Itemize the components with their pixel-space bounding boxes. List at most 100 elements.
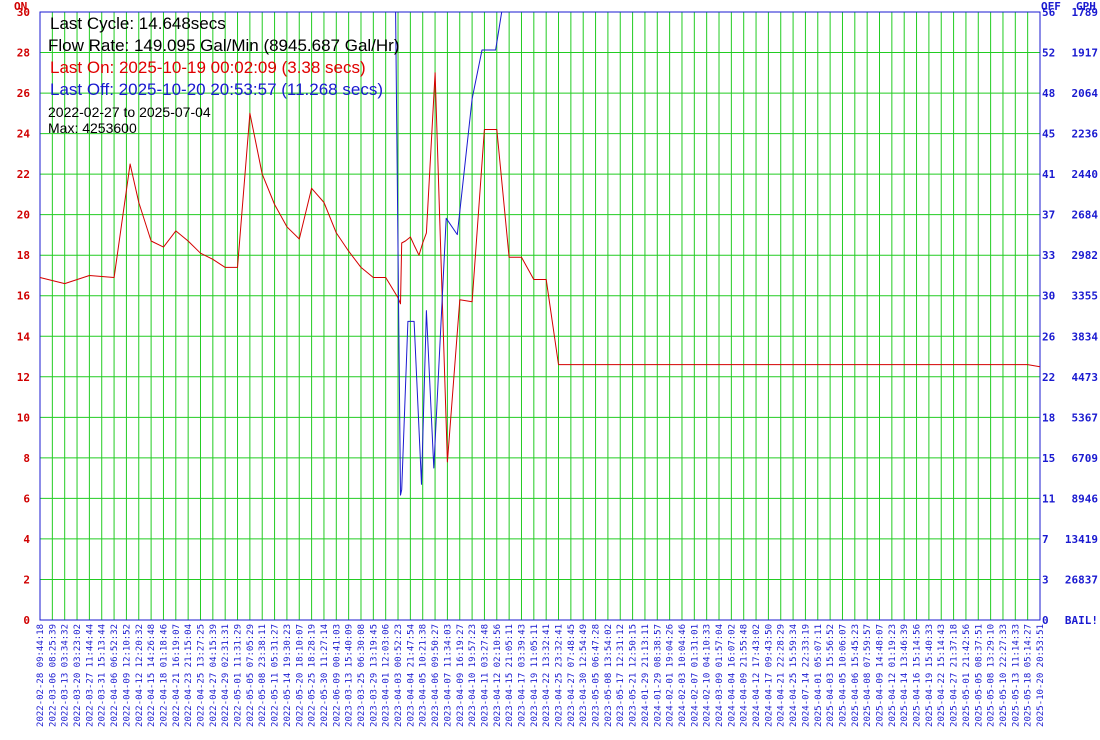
x-tick-label: 2022-05-20 18:10:07 [295,624,305,727]
x-tick-label: 2024-02-03 10:04:46 [678,624,688,727]
right-off-tick-label: 26 [1042,330,1056,343]
x-tick-label: 2023-04-03 00:52:23 [394,624,404,727]
x-tick-label: 2022-04-18 01:18:46 [159,624,169,727]
last-off-text: Last Off: 2025-10-20 20:53:57 (11.268 se… [50,80,383,99]
x-tick-label: 2022-05-05 07:05:29 [246,624,256,727]
right-off-tick-label: 48 [1042,87,1055,100]
x-tick-label: 2025-10-20 20:53:51 [1036,624,1046,727]
left-tick-label: 20 [17,209,30,222]
flow-rate-text: Flow Rate: 149.095 Gal/Min (8945.687 Gal… [48,36,400,55]
x-tick-label: 2023-04-30 12:54:49 [579,624,589,727]
x-tick-label: 2025-04-08 07:59:57 [863,624,873,727]
x-tick-label: 2025-04-05 10:06:07 [838,624,848,727]
right-off-tick-label: 30 [1042,290,1055,303]
x-tick-label: 2023-04-25 23:32:41 [555,624,565,727]
x-tick-label: 2023-04-01 12:03:06 [382,624,392,727]
x-tick-label: 2024-04-04 16:07:02 [727,624,737,727]
x-tick-label: 2023-04-19 11:05:11 [530,624,540,727]
x-tick-label: 2022-05-25 18:28:19 [308,624,318,727]
right-axis-gph-label: GPH [1076,0,1096,13]
x-tick-label: 2023-03-25 06:30:08 [357,624,367,727]
max-value-text: Max: 4253600 [48,120,137,136]
x-tick-label: 2022-03-13 03:34:32 [61,624,71,727]
x-tick-label: 2023-04-12 02:10:56 [493,624,503,727]
x-tick-label: 2024-03-09 01:57:04 [715,624,725,727]
x-tick-label: 2025-05-13 11:14:33 [1011,624,1021,727]
left-tick-label: 8 [23,452,30,465]
x-tick-label: 2023-04-17 03:39:43 [517,624,527,727]
right-gph-tick-label: 1917 [1072,47,1099,60]
series-line-on [39,72,1041,463]
left-tick-label: 30 [17,6,30,19]
x-tick-label: 2025-04-09 14:48:07 [876,624,886,727]
x-tick-label: 2024-04-21 22:28:29 [777,624,787,727]
x-tick-label: 2023-03-29 13:19:45 [369,624,379,727]
right-gph-tick-label: 13419 [1065,533,1098,546]
x-tick-label: 2024-04-17 09:43:50 [764,624,774,727]
left-tick-label: 6 [23,492,30,505]
x-tick-label: 2024-04-12 17:43:02 [752,624,762,727]
x-tick-label: 2022-04-21 16:19:07 [172,624,182,727]
x-tick-label: 2023-04-09 16:19:27 [456,624,466,727]
grid-vertical [39,12,1041,620]
x-tick-label: 2022-06-09 00:41:03 [332,624,342,727]
x-tick-label: 2022-03-20 03:23:02 [73,624,83,727]
right-off-tick-label: 41 [1042,168,1056,181]
x-tick-label: 2022-04-29 02:31:31 [221,624,231,727]
right-gph-tick-label: 2982 [1072,249,1099,262]
x-tick-label: 2022-02-28 09:44:18 [36,624,46,727]
right-gph-tick-label: 1789 [1072,6,1099,19]
x-tick-label: 2022-05-14 19:30:23 [283,624,293,727]
x-tick-label: 2023-04-10 19:57:23 [468,624,478,727]
x-tick-label: 2023-05-08 13:54:02 [604,624,614,727]
left-tick-label: 2 [23,573,30,586]
right-off-tick-label: 56 [1042,6,1056,19]
x-tick-label: 2024-02-10 04:10:33 [703,624,713,727]
left-tick-label: 22 [17,168,30,181]
x-tick-label: 2022-04-12 12:20:32 [135,624,145,727]
x-tick-label: 2023-05-21 12:50:15 [629,624,639,727]
x-tick-label: 2024-01-29 21:13:11 [641,624,651,727]
x-tick-label: 2022-05-30 11:27:14 [320,624,330,727]
right-gph-tick-label: 26837 [1065,573,1098,586]
date-range-text: 2022-02-27 to 2025-07-04 [48,104,211,120]
x-tick-label: 2025-04-12 01:19:23 [888,624,898,727]
right-gph-tick-label: 8946 [1072,492,1099,505]
x-tick-label: 2025-04-01 05:07:11 [814,624,824,727]
right-off-tick-label: 45 [1042,128,1055,141]
x-tick-label: 2025-04-19 15:40:33 [925,624,935,727]
x-tick-label: 2025-05-01 21:42:56 [962,624,972,727]
x-tick-label: 2023-05-05 06:47:28 [592,624,602,727]
right-gph-tick-label: 2064 [1072,87,1099,100]
x-tick-label: 2022-04-09 12:10:52 [122,624,132,727]
right-off-tick-label: 15 [1042,452,1055,465]
x-tick-label: 2022-03-06 08:25:39 [48,624,58,727]
info-panel: Last Cycle: 14.648secs Flow Rate: 149.09… [48,14,400,136]
right-gph-tick-label: 2236 [1072,128,1099,141]
x-tick-label: 2024-04-25 15:59:34 [789,624,799,727]
x-tick-label: 2022-04-23 21:15:04 [184,624,194,727]
x-tick-label: 2025-05-08 13:29:10 [987,624,997,727]
right-off-tick-label: 18 [1042,411,1055,424]
x-tick-label: 2023-04-06 09:50:27 [431,624,441,727]
right-gph-tick-label: 4473 [1072,371,1099,384]
left-tick-label: 10 [17,411,30,424]
left-tick-label: 18 [17,249,30,262]
x-axis-ticks: 2022-02-28 09:44:18 2022-03-06 08:25:39 20… [36,624,1046,727]
right-off-tick-label: 7 [1042,533,1049,546]
x-tick-label: 2022-05-08 23:38:11 [258,624,268,727]
right-axis-off-label: OFF [1041,0,1061,13]
x-tick-label: 2023-04-15 21:05:11 [505,624,515,727]
x-tick-label: 2023-04-11 03:27:48 [480,624,490,727]
left-axis-top-label: ON [14,0,27,13]
x-tick-label: 2025-04-16 15:14:56 [913,624,923,727]
right-gph-tick-label: 5367 [1072,411,1099,424]
left-tick-label: 0 [23,614,30,627]
x-tick-label: 2023-04-27 07:48:45 [567,624,577,727]
x-tick-label: 2023-05-17 12:31:12 [616,624,626,727]
x-tick-label: 2024-02-01 19:04:26 [666,624,676,727]
x-tick-label: 2022-04-27 04:15:39 [209,624,219,727]
